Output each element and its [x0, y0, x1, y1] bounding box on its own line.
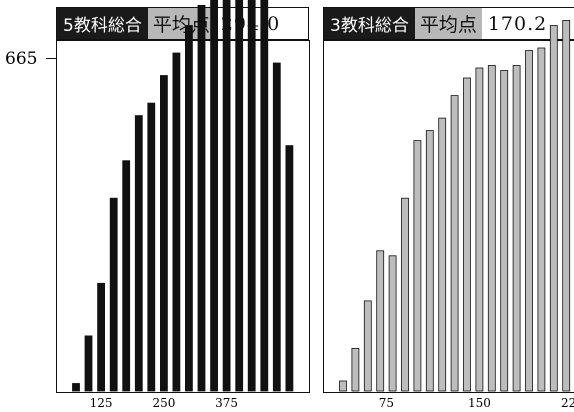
bar-3subjects-5	[401, 197, 409, 392]
bar-3subjects-17	[549, 25, 558, 392]
bar-3subjects-1	[351, 347, 360, 392]
y-axis-max-label: 665	[5, 49, 37, 69]
series-bars-5subjects	[72, 0, 294, 392]
bar-5subjects-8	[172, 52, 181, 392]
x-axis-ticks-3subjects: 75 150 225	[379, 396, 574, 410]
series-bars-3subjects	[339, 19, 571, 392]
bar-5subjects-14	[247, 0, 256, 392]
x-tick-label: 125	[90, 396, 113, 410]
bar-3subjects-2	[363, 300, 372, 392]
bar-5subjects-15	[260, 0, 269, 392]
bar-3subjects-10	[463, 77, 471, 392]
bar-5subjects-3	[109, 197, 118, 392]
bar-3subjects-18	[562, 19, 571, 392]
x-axis-ticks-5subjects: 125 250 375	[90, 396, 238, 410]
x-tick-label: 375	[215, 396, 238, 410]
bar-3subjects-11	[475, 67, 484, 392]
panel-header-3subjects: 3教科総合 平均点 170.2	[323, 7, 574, 40]
panel-title: 5教科総合	[57, 8, 148, 39]
bar-5subjects-17	[285, 145, 294, 392]
average-value: 170.2	[481, 8, 554, 39]
bar-5subjects-4	[122, 160, 131, 392]
bar-5subjects-2	[97, 282, 105, 392]
bar-3subjects-9	[450, 95, 459, 392]
bar-3subjects-15	[525, 50, 533, 392]
bar-5subjects-13	[235, 0, 244, 392]
bar-5subjects-9	[184, 25, 193, 392]
bar-5subjects-1	[84, 335, 93, 392]
x-tick-label: 250	[152, 396, 175, 410]
bar-5subjects-10	[197, 5, 206, 392]
bar-5subjects-12	[222, 0, 231, 392]
x-tick-label: 225	[561, 396, 574, 410]
bar-5subjects-7	[159, 75, 168, 392]
plot-frame-3subjects	[323, 40, 574, 393]
bar-3subjects-4	[388, 255, 397, 392]
bar-3subjects-14	[512, 65, 521, 392]
bar-3subjects-16	[537, 47, 546, 392]
bar-5subjects-0	[72, 383, 80, 392]
panel-title: 3教科総合	[324, 8, 415, 39]
bar-5subjects-6	[147, 102, 156, 392]
bar-5subjects-5	[134, 115, 143, 392]
bar-3subjects-12	[487, 65, 496, 392]
average-label: 平均点	[414, 8, 482, 39]
bar-3subjects-6	[413, 140, 422, 392]
plot-frame-5subjects	[56, 40, 310, 393]
x-tick-label: 150	[468, 396, 491, 410]
bar-3subjects-8	[438, 117, 447, 392]
bar-3subjects-3	[376, 250, 385, 392]
bar-3subjects-7	[425, 130, 434, 392]
bar-3subjects-13	[500, 70, 509, 392]
bar-3subjects-0	[339, 380, 347, 392]
x-tick-label: 75	[379, 396, 394, 410]
bar-5subjects-11	[210, 0, 219, 392]
bar-5subjects-16	[272, 62, 281, 392]
